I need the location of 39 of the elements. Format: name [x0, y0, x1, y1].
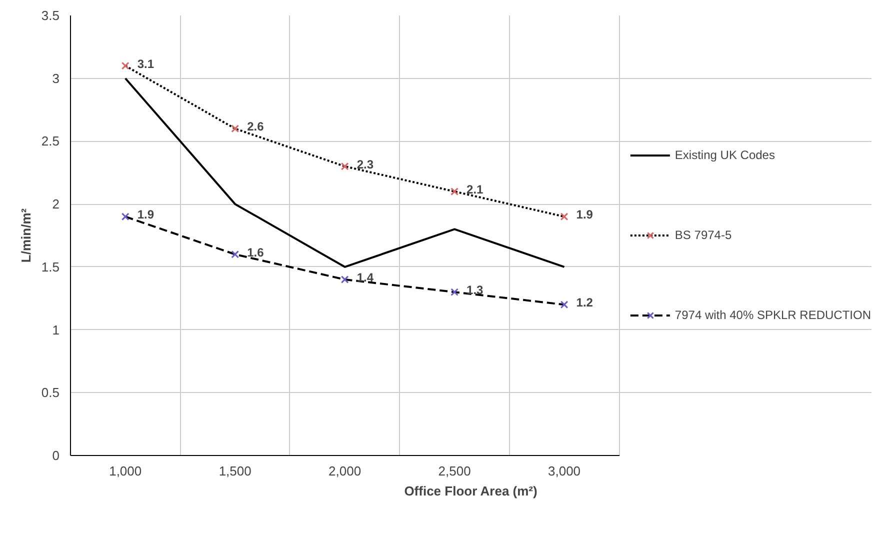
- x-tick-label: 3,000: [548, 464, 581, 478]
- x-axis-title: Office Floor Area (m²): [404, 484, 538, 498]
- point: [121, 62, 130, 70]
- y-tick-label: 1: [52, 322, 60, 338]
- point: [340, 162, 349, 170]
- point: [450, 288, 458, 296]
- point: [340, 276, 349, 284]
- data-label: 1.9: [137, 208, 154, 222]
- data-label: 2.3: [356, 157, 374, 172]
- point: [231, 250, 240, 258]
- legend-label: BS 7974-5: [674, 228, 732, 242]
- y-tick-label: 3.5: [41, 8, 60, 23]
- legend-label: Existing UK Codes: [674, 148, 775, 162]
- point: [450, 188, 458, 196]
- y-tick-label: 0.5: [41, 385, 60, 400]
- line-series: [124, 77, 566, 268]
- y-tick-label: 0: [52, 448, 60, 463]
- y-axis-title: L/min/m²: [18, 208, 34, 263]
- data-label: 2.1: [466, 182, 484, 196]
- point: [560, 212, 568, 221]
- y-tick-label: 2.5: [41, 134, 60, 149]
- legend-label: 7974 with 40% SPKLR REDUCTION: [674, 308, 871, 322]
- x-tick-label: 1,000: [109, 464, 142, 478]
- data-label: 2.6: [247, 120, 264, 134]
- data-label: 1.2: [576, 296, 594, 310]
- data-label: 1.9: [576, 208, 594, 222]
- y-tick-label: 3: [52, 70, 60, 86]
- point: [121, 212, 130, 221]
- point: [560, 300, 568, 309]
- x-tick-label: 2,500: [438, 464, 471, 478]
- data-label: 1.4: [356, 270, 374, 284]
- data-label: 1.3: [466, 283, 484, 298]
- y-tick-label: 1.5: [41, 259, 60, 274]
- data-label: 1.6: [247, 245, 264, 260]
- x-tick-label: 2,000: [328, 464, 362, 478]
- x-tick-label: 1,500: [218, 464, 252, 478]
- point: [231, 124, 240, 133]
- y-tick-label: 2: [52, 196, 60, 212]
- data-label: 3.1: [137, 56, 154, 71]
